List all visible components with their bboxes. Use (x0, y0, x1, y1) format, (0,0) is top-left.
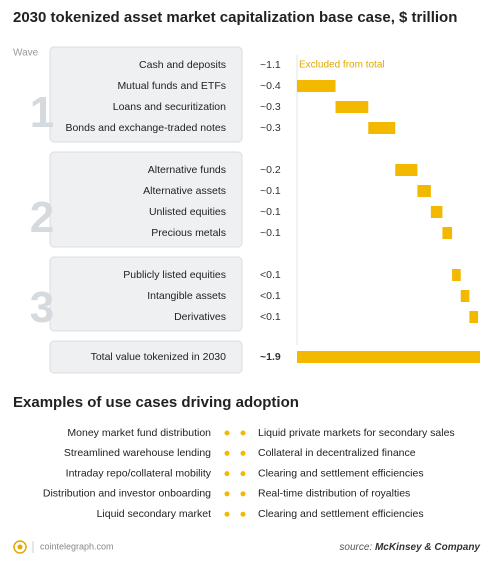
wave-panel (49, 340, 243, 374)
annotation: Excluded from total (299, 60, 385, 71)
value-label: ~0.1 (260, 227, 281, 239)
bullet (240, 471, 246, 477)
category-label: Intangible assets (147, 290, 226, 302)
use-case-left: Streamlined warehouse lending (64, 447, 211, 459)
category-label: Total value tokenized in 2030 (91, 351, 227, 363)
category-label: Loans and securitization (113, 101, 226, 113)
bullet (224, 450, 230, 456)
category-label: Derivatives (174, 311, 226, 323)
bar (335, 101, 369, 113)
category-label: Publicly listed equities (123, 269, 226, 281)
bar (297, 80, 336, 92)
use-case-left: Money market fund distribution (67, 427, 211, 439)
use-case-left: Intraday repo/collateral mobility (66, 467, 212, 479)
bullet (240, 450, 246, 456)
use-case-left: Distribution and investor onboarding (43, 488, 211, 500)
bullet (224, 491, 230, 497)
bar (469, 311, 479, 323)
wave-panel (49, 256, 243, 332)
wave-label: Wave (13, 48, 39, 59)
bar (417, 185, 431, 197)
bar (368, 122, 396, 134)
total-bar (297, 351, 480, 363)
wave-panel (49, 151, 243, 248)
value-label: ~1.9 (260, 351, 281, 363)
bar (430, 206, 443, 218)
wave-panel (49, 46, 243, 143)
value-label: ~1.1 (260, 59, 281, 71)
use-case-right: Collateral in decentralized finance (258, 447, 416, 459)
value-label: <0.1 (260, 311, 281, 323)
bar (460, 290, 470, 302)
bullet (224, 430, 230, 436)
category-label: Mutual funds and ETFs (117, 80, 226, 92)
source-name: McKinsey & Company (375, 542, 480, 553)
use-case-left: Liquid secondary market (97, 508, 211, 520)
use-case-right: Clearing and settlement efficiencies (258, 467, 424, 479)
value-label: <0.1 (260, 269, 281, 281)
bar (395, 164, 418, 176)
bar (442, 227, 453, 239)
section-title: Examples of use cases driving adoption (13, 394, 299, 411)
category-label: Alternative funds (148, 164, 226, 176)
bullet (240, 430, 246, 436)
value-label: ~0.2 (260, 164, 281, 176)
value-label: ~0.1 (260, 185, 281, 197)
use-case-right: Liquid private markets for secondary sal… (258, 427, 455, 439)
bullet (240, 511, 246, 517)
value-label: ~0.3 (260, 101, 281, 113)
footer-source: source: McKinsey & Company (339, 542, 480, 553)
footer-site: cointelegraph.com (40, 541, 114, 551)
bullet (224, 471, 230, 477)
value-label: ~0.4 (260, 80, 281, 92)
wave-number: 2 (30, 193, 54, 242)
category-label: Precious metals (151, 227, 226, 239)
wave-number: 3 (30, 283, 54, 332)
category-label: Cash and deposits (139, 59, 226, 71)
category-label: Unlisted equities (149, 206, 226, 218)
chart-title: 2030 tokenized asset market capitalizati… (13, 9, 457, 26)
bullet (224, 511, 230, 517)
value-label: ~0.1 (260, 206, 281, 218)
bar (452, 269, 461, 281)
value-label: <0.1 (260, 290, 281, 302)
source-prefix: source: (339, 542, 372, 553)
value-label: ~0.3 (260, 122, 281, 134)
category-label: Bonds and exchange-traded notes (65, 122, 226, 134)
use-case-right: Clearing and settlement efficiencies (258, 508, 424, 520)
bullet (240, 491, 246, 497)
wave-number: 1 (30, 88, 54, 137)
use-case-right: Real-time distribution of royalties (258, 488, 410, 500)
logo (13, 540, 27, 554)
category-label: Alternative assets (143, 185, 226, 197)
